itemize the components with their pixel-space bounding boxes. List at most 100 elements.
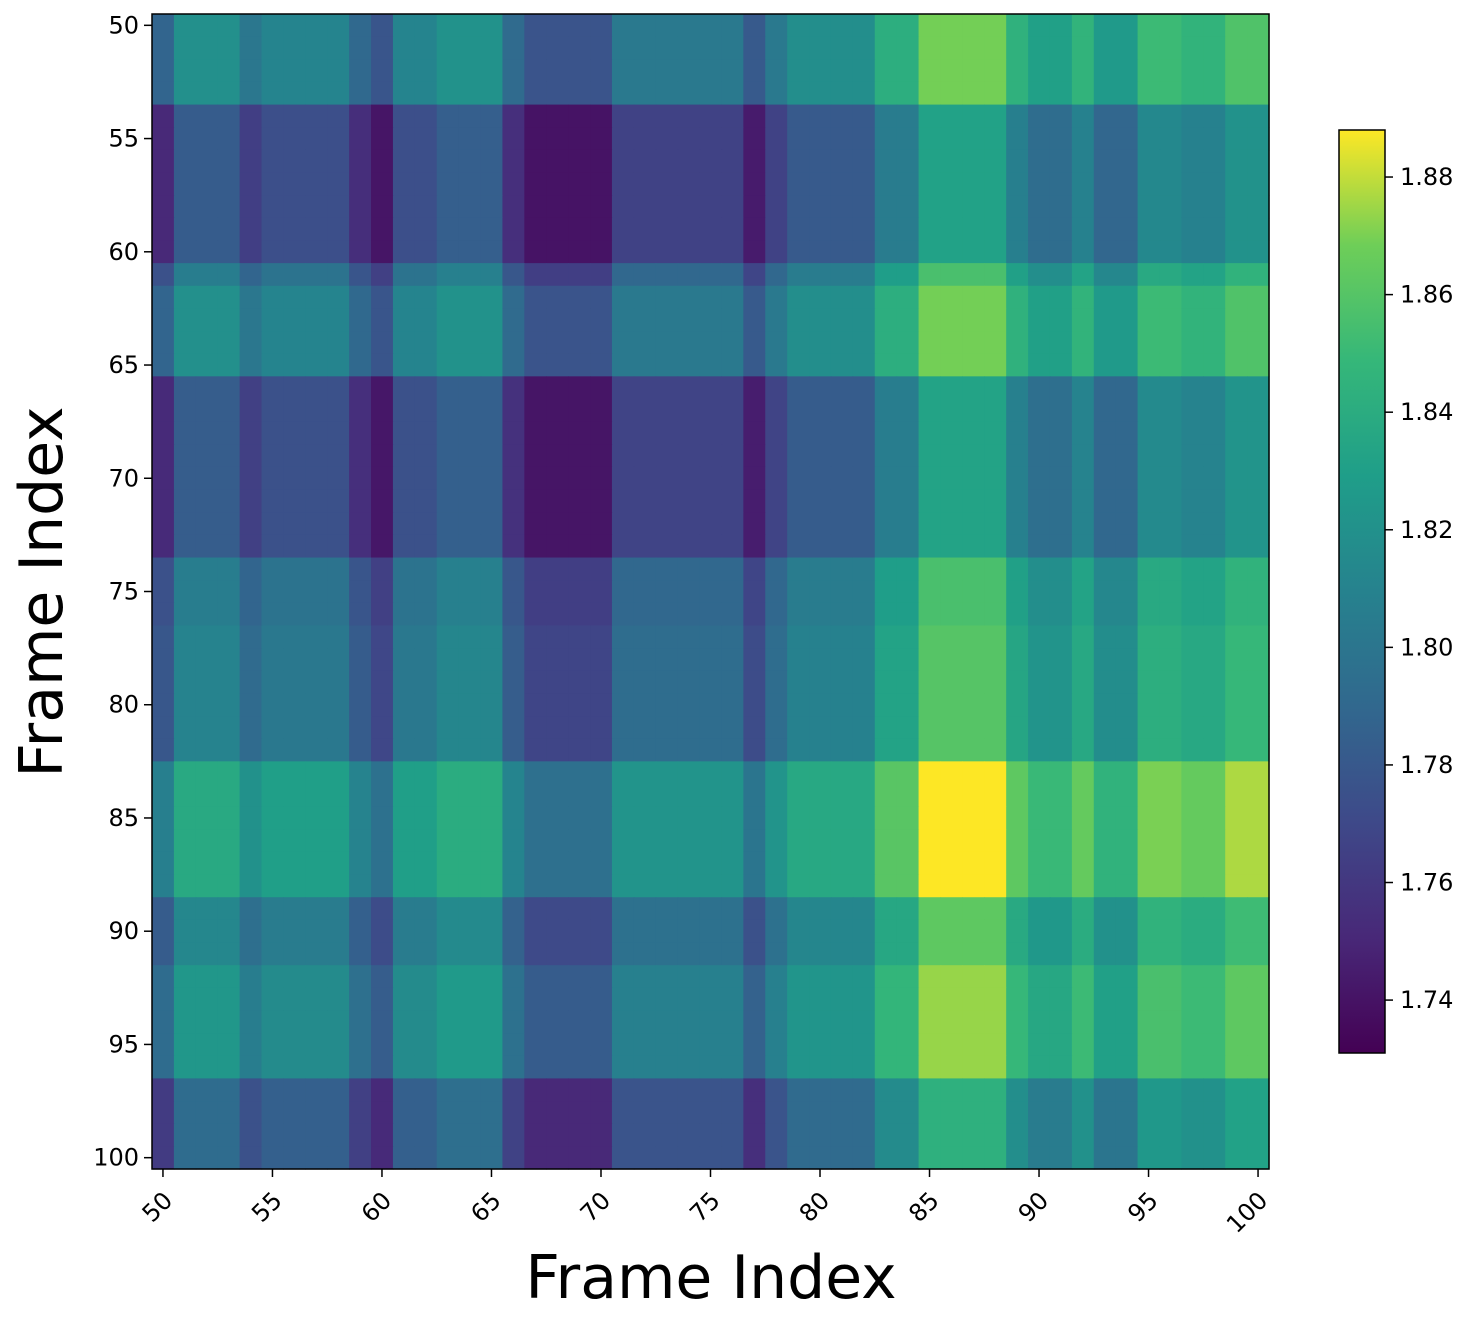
heatmap-cell [1137, 829, 1161, 853]
heatmap-cell [261, 263, 285, 287]
heatmap-cell [918, 376, 942, 400]
heatmap-cell [1137, 1123, 1161, 1147]
heatmap-cell [261, 965, 285, 989]
heatmap-cell [371, 263, 394, 287]
heatmap-cell [590, 625, 613, 649]
heatmap-cell [852, 602, 876, 627]
heatmap-cell [261, 353, 285, 377]
heatmap-cell [1203, 1055, 1226, 1080]
heatmap-cell [392, 489, 416, 513]
heatmap-cell [349, 716, 372, 740]
heatmap-cell [458, 874, 482, 898]
heatmap-cell [962, 399, 985, 423]
heatmap-cell [524, 127, 547, 151]
heatmap-cell [1028, 466, 1051, 491]
heatmap-cell [852, 466, 876, 491]
heatmap-cell [1028, 59, 1051, 83]
heatmap-cell [392, 104, 416, 128]
heatmap-cell [1028, 580, 1051, 604]
heatmap-cell [261, 919, 285, 944]
heatmap-cell [152, 263, 175, 287]
heatmap-cell [524, 489, 547, 513]
heatmap-cell [1028, 784, 1051, 808]
heatmap-cell [436, 512, 460, 536]
heatmap-cell [874, 1101, 898, 1125]
heatmap-cell [1137, 376, 1161, 400]
heatmap-cell [1247, 761, 1270, 785]
heatmap-cell [765, 784, 788, 808]
heatmap-cell [414, 602, 438, 627]
heatmap-cell [830, 240, 854, 264]
heatmap-cell [349, 1146, 372, 1170]
heatmap-cell [349, 557, 372, 581]
heatmap-cell [743, 716, 766, 740]
heatmap-cell [1225, 263, 1248, 287]
heatmap-cell [1181, 512, 1204, 536]
heatmap-cell [349, 1078, 372, 1102]
heatmap-cell [1225, 14, 1248, 38]
heatmap-cell [152, 444, 175, 468]
heatmap-cell [1247, 489, 1270, 513]
heatmap-cell [283, 263, 306, 287]
heatmap-cell [458, 399, 482, 423]
heatmap-cell [611, 784, 635, 808]
heatmap-cell [283, 421, 306, 445]
heatmap-cell [458, 172, 482, 196]
heatmap-cell [852, 738, 876, 762]
heatmap-cell [984, 81, 1007, 106]
heatmap-cell [327, 399, 350, 423]
heatmap-cell [480, 625, 504, 649]
heatmap-cell [962, 625, 985, 649]
heatmap-cell [173, 965, 197, 989]
heatmap-cell [830, 987, 854, 1012]
heatmap-cell [217, 716, 241, 740]
heatmap-cell [1247, 399, 1270, 423]
heatmap-cell [1028, 919, 1051, 944]
heatmap-cell [765, 444, 788, 468]
heatmap-cell [1006, 557, 1029, 581]
heatmap-cell [305, 897, 328, 921]
heatmap-cell [874, 81, 898, 106]
heatmap-cell [611, 421, 635, 445]
heatmap-cell [327, 942, 350, 966]
heatmap-cell [677, 81, 701, 106]
heatmap-cell [239, 195, 263, 219]
heatmap-cell [458, 897, 482, 921]
heatmap-cell [633, 1055, 657, 1080]
heatmap-cell [1093, 195, 1117, 219]
heatmap-cell [1247, 353, 1270, 377]
heatmap-cell [984, 806, 1007, 830]
heatmap-cell [962, 104, 985, 128]
heatmap-cell [1006, 376, 1029, 400]
heatmap-cell [173, 36, 197, 60]
heatmap-cell [1181, 421, 1204, 445]
heatmap-cell [458, 217, 482, 242]
heatmap-cell [305, 172, 328, 196]
heatmap-cell [414, 127, 438, 151]
heatmap-cell [1203, 466, 1226, 491]
heatmap-cell [677, 36, 701, 60]
heatmap-cell [962, 353, 985, 377]
heatmap-cell [414, 285, 438, 310]
heatmap-cell [874, 942, 898, 966]
heatmap-cell [918, 36, 942, 60]
heatmap-cell [217, 784, 241, 808]
heatmap-cell [896, 104, 920, 128]
heatmap-cell [1137, 625, 1161, 649]
heatmap-cell [809, 557, 832, 581]
heatmap-cell [152, 557, 175, 581]
heatmap-cell [787, 716, 810, 740]
heatmap-cell [283, 670, 306, 695]
heatmap-cell [984, 127, 1007, 151]
heatmap-cell [436, 149, 460, 174]
heatmap-cell [1203, 580, 1226, 604]
heatmap-cell [239, 580, 263, 604]
heatmap-cell [1203, 784, 1226, 808]
heatmap-cell [217, 670, 241, 695]
heatmap-cell [787, 829, 810, 853]
heatmap-cell [239, 1010, 263, 1034]
heatmap-cell [305, 1010, 328, 1034]
heatmap-cell [349, 127, 372, 151]
heatmap-cell [261, 602, 285, 627]
heatmap-cell [1181, 489, 1204, 513]
